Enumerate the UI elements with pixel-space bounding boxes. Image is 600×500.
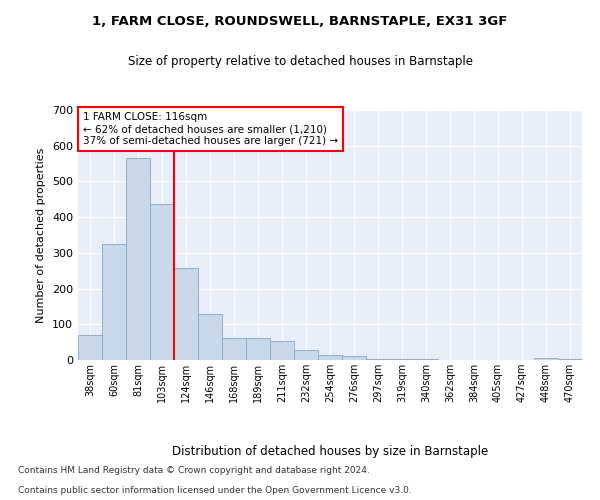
Text: Size of property relative to detached houses in Barnstaple: Size of property relative to detached ho… — [128, 55, 473, 68]
Bar — [174, 268, 198, 360]
Bar — [558, 359, 582, 360]
Text: Contains HM Land Registry data © Crown copyright and database right 2024.: Contains HM Land Registry data © Crown c… — [18, 466, 370, 475]
Bar — [198, 314, 222, 360]
Bar — [270, 342, 294, 360]
Bar — [246, 338, 270, 360]
Bar — [126, 158, 150, 360]
Bar — [414, 358, 438, 360]
Bar — [318, 354, 342, 360]
Bar — [102, 244, 126, 360]
Bar — [534, 358, 558, 360]
Bar — [294, 350, 318, 360]
Bar — [390, 358, 414, 360]
Text: Distribution of detached houses by size in Barnstaple: Distribution of detached houses by size … — [172, 445, 488, 458]
Bar — [150, 204, 174, 360]
Bar — [222, 338, 246, 360]
Text: Contains public sector information licensed under the Open Government Licence v3: Contains public sector information licen… — [18, 486, 412, 495]
Bar — [366, 358, 390, 360]
Bar — [342, 356, 366, 360]
Text: 1, FARM CLOSE, ROUNDSWELL, BARNSTAPLE, EX31 3GF: 1, FARM CLOSE, ROUNDSWELL, BARNSTAPLE, E… — [92, 15, 508, 28]
Y-axis label: Number of detached properties: Number of detached properties — [37, 148, 46, 322]
Text: 1 FARM CLOSE: 116sqm
← 62% of detached houses are smaller (1,210)
37% of semi-de: 1 FARM CLOSE: 116sqm ← 62% of detached h… — [83, 112, 338, 146]
Bar — [78, 335, 102, 360]
